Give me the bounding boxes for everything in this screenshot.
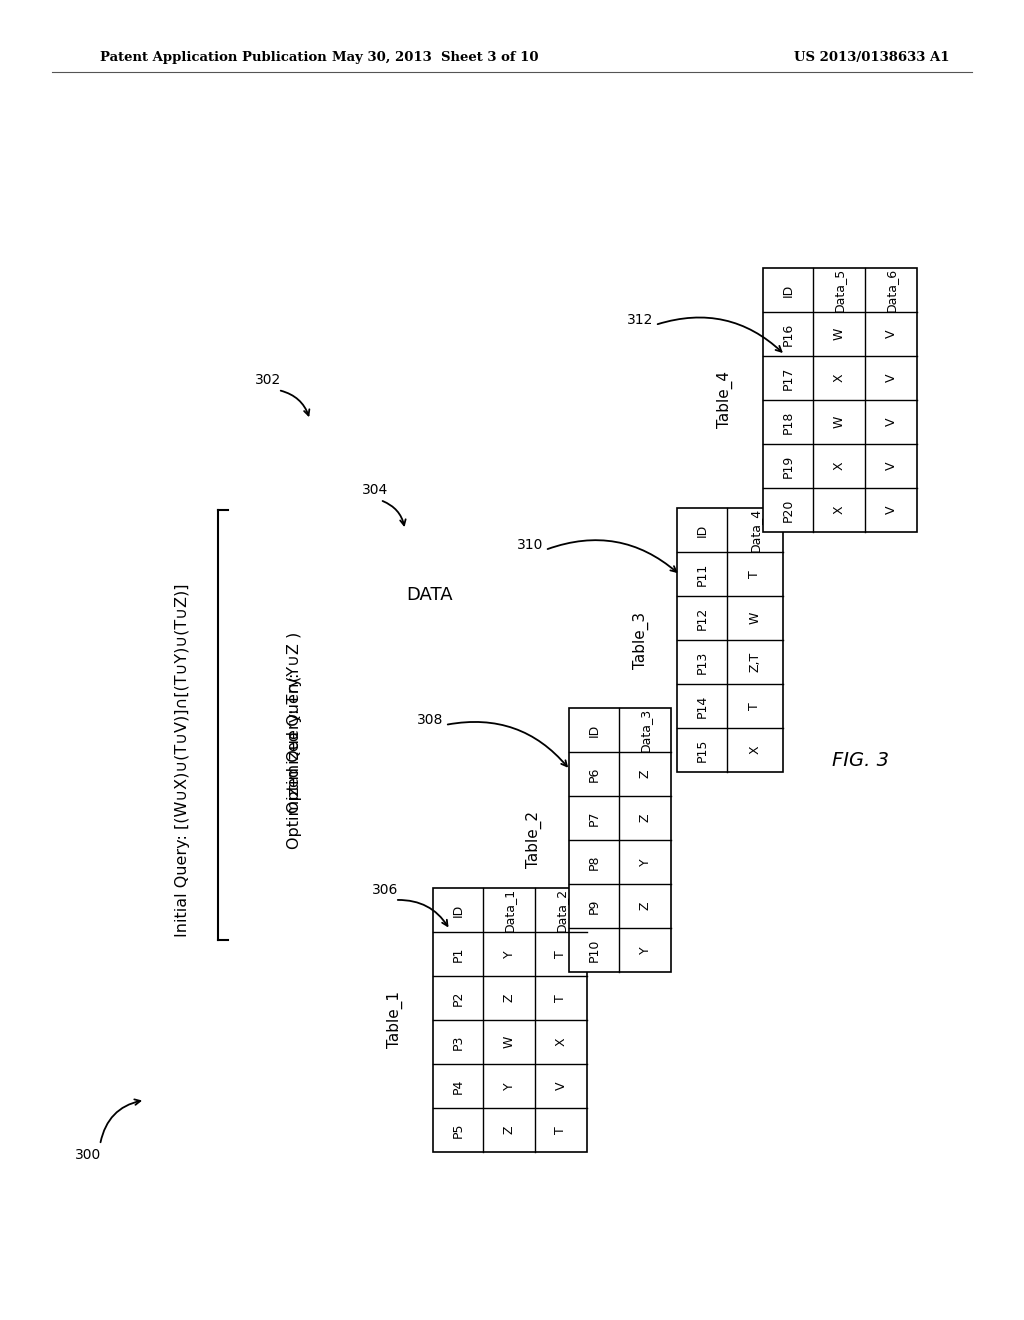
Bar — [569, 708, 671, 972]
Text: Data_1: Data_1 — [503, 888, 515, 932]
Text: 304: 304 — [361, 483, 388, 498]
Text: X: X — [833, 506, 846, 515]
Text: X: X — [833, 374, 846, 383]
Text: P7: P7 — [588, 810, 600, 826]
Text: X: X — [833, 462, 846, 470]
Text: Z: Z — [639, 902, 651, 911]
Text: P11: P11 — [695, 562, 709, 586]
Text: Z,T: Z,T — [749, 652, 762, 672]
Text: P13: P13 — [695, 651, 709, 673]
Text: Optimized Query:: Optimized Query: — [288, 667, 302, 813]
Text: Z: Z — [639, 813, 651, 822]
Text: Z: Z — [503, 994, 515, 1002]
Text: P6: P6 — [588, 767, 600, 781]
Text: US 2013/0138633 A1: US 2013/0138633 A1 — [795, 50, 950, 63]
Text: P4: P4 — [452, 1078, 465, 1094]
Text: Data_5: Data_5 — [833, 268, 846, 312]
Text: ID: ID — [588, 723, 600, 737]
Text: Y: Y — [503, 950, 515, 958]
Text: Data_6: Data_6 — [885, 268, 897, 312]
Text: Data_3: Data_3 — [639, 708, 651, 752]
Text: V: V — [885, 330, 897, 338]
Text: P2: P2 — [452, 990, 465, 1006]
Text: X: X — [555, 1038, 567, 1047]
Text: W: W — [503, 1036, 515, 1048]
Text: DATA: DATA — [407, 586, 454, 605]
Text: P17: P17 — [781, 367, 795, 389]
Text: T: T — [555, 994, 567, 1002]
Text: W: W — [749, 611, 762, 624]
Text: Table_2: Table_2 — [526, 812, 542, 869]
Text: Y: Y — [639, 858, 651, 866]
Text: P20: P20 — [781, 499, 795, 521]
Text: 306: 306 — [372, 883, 398, 898]
Text: May 30, 2013  Sheet 3 of 10: May 30, 2013 Sheet 3 of 10 — [332, 50, 539, 63]
Text: P1: P1 — [452, 946, 465, 962]
Text: ID: ID — [695, 523, 709, 537]
Text: Table_4: Table_4 — [717, 371, 733, 429]
Text: P16: P16 — [781, 322, 795, 346]
Text: T: T — [555, 1126, 567, 1134]
Text: P19: P19 — [781, 454, 795, 478]
Text: Initial Query: [(W∪X)∪(T∪V)]∩[(T∪Y)∪(T∪Z)]: Initial Query: [(W∪X)∪(T∪V)]∩[(T∪Y)∪(T∪Z… — [174, 583, 189, 937]
Text: P5: P5 — [452, 1122, 465, 1138]
Text: P10: P10 — [588, 939, 600, 962]
Text: 310: 310 — [517, 539, 543, 552]
Text: W: W — [833, 327, 846, 341]
Text: Table_3: Table_3 — [633, 611, 649, 668]
Text: Y: Y — [639, 946, 651, 954]
Bar — [763, 268, 918, 532]
Text: FIG. 3: FIG. 3 — [831, 751, 889, 770]
Text: P3: P3 — [452, 1035, 465, 1049]
Text: 312: 312 — [627, 313, 653, 327]
Text: ID: ID — [781, 284, 795, 297]
Text: Patent Application Publication: Patent Application Publication — [100, 50, 327, 63]
Text: 300: 300 — [75, 1148, 101, 1162]
Bar — [433, 888, 587, 1152]
Text: Optimized Query: T∩(Y∪Z ): Optimized Query: T∩(Y∪Z ) — [288, 631, 302, 849]
Text: V: V — [885, 506, 897, 515]
Text: V: V — [885, 462, 897, 470]
Text: V: V — [555, 1082, 567, 1090]
Text: Z: Z — [503, 1126, 515, 1134]
Text: X: X — [749, 746, 762, 754]
Text: P14: P14 — [695, 694, 709, 718]
Text: V: V — [885, 374, 897, 383]
Text: T: T — [555, 950, 567, 958]
Text: T: T — [749, 702, 762, 710]
Bar — [677, 508, 783, 772]
Text: ID: ID — [452, 903, 465, 916]
Text: P18: P18 — [781, 411, 795, 434]
Text: P8: P8 — [588, 854, 600, 870]
Text: Z: Z — [639, 770, 651, 779]
Text: Data_4: Data_4 — [749, 508, 762, 552]
Text: P12: P12 — [695, 606, 709, 630]
Text: P15: P15 — [695, 738, 709, 762]
Text: 308: 308 — [417, 713, 443, 727]
Text: W: W — [833, 416, 846, 428]
Text: V: V — [885, 417, 897, 426]
Text: 302: 302 — [255, 374, 282, 387]
Text: P9: P9 — [588, 899, 600, 913]
Text: T: T — [749, 570, 762, 578]
Text: Table_1: Table_1 — [387, 991, 403, 1048]
Text: Y: Y — [503, 1082, 515, 1090]
Text: Data_2: Data_2 — [555, 888, 567, 932]
